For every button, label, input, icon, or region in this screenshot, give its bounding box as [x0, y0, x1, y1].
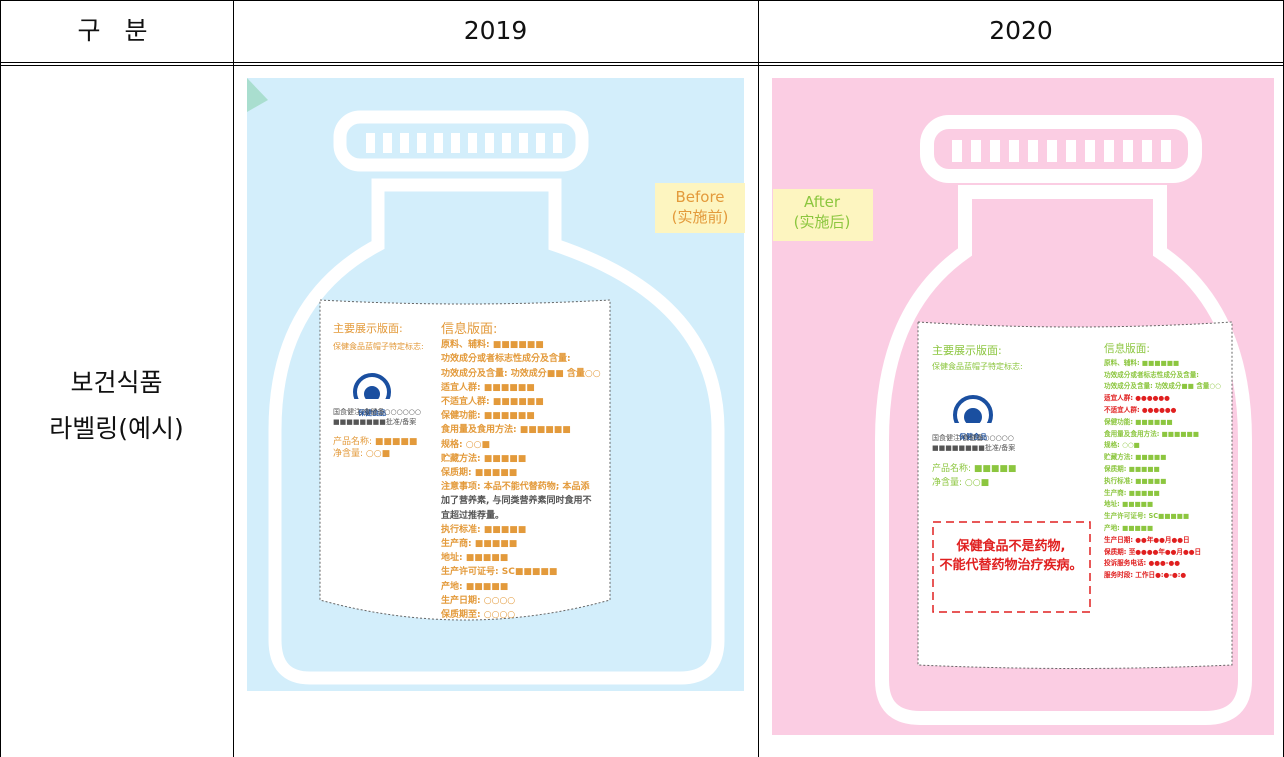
header-cell: 2020: [989, 16, 1053, 45]
label-line: 原料、辅料: ■■■■■■: [441, 340, 544, 351]
label-line: 国食健注/食健备○○○○○: [932, 434, 1014, 442]
label-line: ■■■■■■■■批准/备案: [333, 418, 417, 426]
row-label: 라벨링(예시): [49, 414, 184, 443]
label-line: ■■■■■■■■批准/备案: [932, 444, 1016, 452]
label-line: 保健食品蓝帽子特定标志:: [333, 342, 424, 351]
label-line: 不适宜人群: ■■■■■■: [441, 397, 544, 407]
label-line: 贮藏方法: ■■■■■: [441, 453, 527, 464]
panel-tag: After: [803, 193, 841, 211]
label-line: 产地: ■■■■■: [441, 581, 509, 592]
label-line: 保质期至: ○○○○: [441, 610, 516, 620]
label-line: 注意事项: 本品不能代替药物; 本品添: [441, 482, 590, 493]
label-line: 生产商: ■■■■■: [441, 539, 518, 549]
label-line: 执行标准: ■■■■■: [1104, 476, 1167, 485]
panel-tag: (实施前): [671, 208, 729, 226]
label-line: 保健功能: ■■■■■■: [441, 411, 535, 422]
label-line: 保质期: ■■■■■: [1104, 465, 1160, 473]
logo-text: 保健食品: [358, 409, 386, 417]
label-line: 执行标准: ■■■■■: [441, 524, 527, 535]
label-line: 国食健注/食健备○○○○○○: [333, 408, 422, 416]
label-line: 产地: ■■■■■: [1104, 524, 1154, 532]
label-line: 宜超过推荐量。: [441, 510, 505, 521]
label-line: 规格: ○○■: [1104, 441, 1140, 450]
label-line: 信息版面:: [441, 322, 498, 337]
label-line: 食用量及食用方法: ■■■■■■: [1104, 429, 1200, 438]
label-line: 生产日期: ○○○○: [441, 595, 516, 606]
label-line: 功效成分或者标志性成分及含量:: [441, 354, 571, 365]
panel-tag: Before: [675, 188, 725, 206]
label-line: 不适宜人群: ●●●●●●: [1104, 406, 1177, 414]
label-line: 投诉服务电话: ●●●-●●: [1104, 559, 1180, 568]
header-cell: 2019: [463, 16, 528, 45]
label-line: 食用量及食用方法: ■■■■■■: [441, 425, 571, 436]
label-line: 保质期: ■■■■■: [441, 468, 518, 478]
label-line: 生产许可证号: SC■■■■■: [1104, 512, 1190, 521]
label-line: 地址: ■■■■■: [441, 553, 509, 564]
label-line: 生产日期: ●●年●●月●●日: [1104, 535, 1190, 544]
label-line: 地址: ■■■■■: [1104, 500, 1154, 509]
label-line: 净含量: ○○■: [333, 449, 391, 459]
label-line: 贮藏方法: ■■■■■: [1104, 453, 1167, 462]
label-line: 规格: ○○■: [441, 439, 490, 450]
label-line: 主要展示版面:: [333, 322, 403, 335]
label-line: 服务时段: 工作日●:●-●:●: [1104, 571, 1187, 580]
label-line: 加了营养素, 与同类营养素同时食用不: [441, 496, 592, 507]
label-line: 产品名称: ■■■■■: [333, 437, 418, 447]
warning-text: 保健食品不是药物,: [956, 539, 1066, 554]
label-line: 适宜人群: ■■■■■■: [441, 382, 535, 393]
header-cell: 구 분: [77, 16, 156, 45]
label-line: 生产商: ■■■■■: [1104, 488, 1160, 497]
label-line: 产品名称: ■■■■■: [932, 464, 1017, 474]
label-line: 净含量: ○○■: [932, 478, 990, 488]
label-line: 保健食品蓝帽子特定标志:: [932, 362, 1023, 371]
label-line: 功效成分及含量: 功效成分■■ 含量○○: [441, 368, 601, 379]
label-line: 原料、辅料: ■■■■■■: [1104, 358, 1180, 367]
label-line: 主要展示版面:: [932, 344, 1002, 357]
label-line: 生产许可证号: SC■■■■■: [441, 567, 558, 578]
panel-tag: (实施后): [793, 213, 851, 231]
warning-text: 不能代替药物治疗疾病。: [939, 558, 1083, 573]
logo-text: 保健食品: [959, 433, 987, 441]
label-line: 功效成分及含量: 功效成分■■ 含量○○: [1104, 382, 1221, 391]
label-line: 信息版面:: [1104, 343, 1150, 355]
row-label: 보건식품: [70, 368, 163, 397]
label-line: 保质期: 至●●●●年●●月●●日: [1104, 547, 1202, 556]
label-line: 适宜人群: ●●●●●●: [1104, 394, 1170, 403]
label-line: 保健功能: ■■■■■■: [1104, 417, 1173, 426]
label-line: 功效成分或者标志性成分及含量:: [1104, 370, 1199, 379]
